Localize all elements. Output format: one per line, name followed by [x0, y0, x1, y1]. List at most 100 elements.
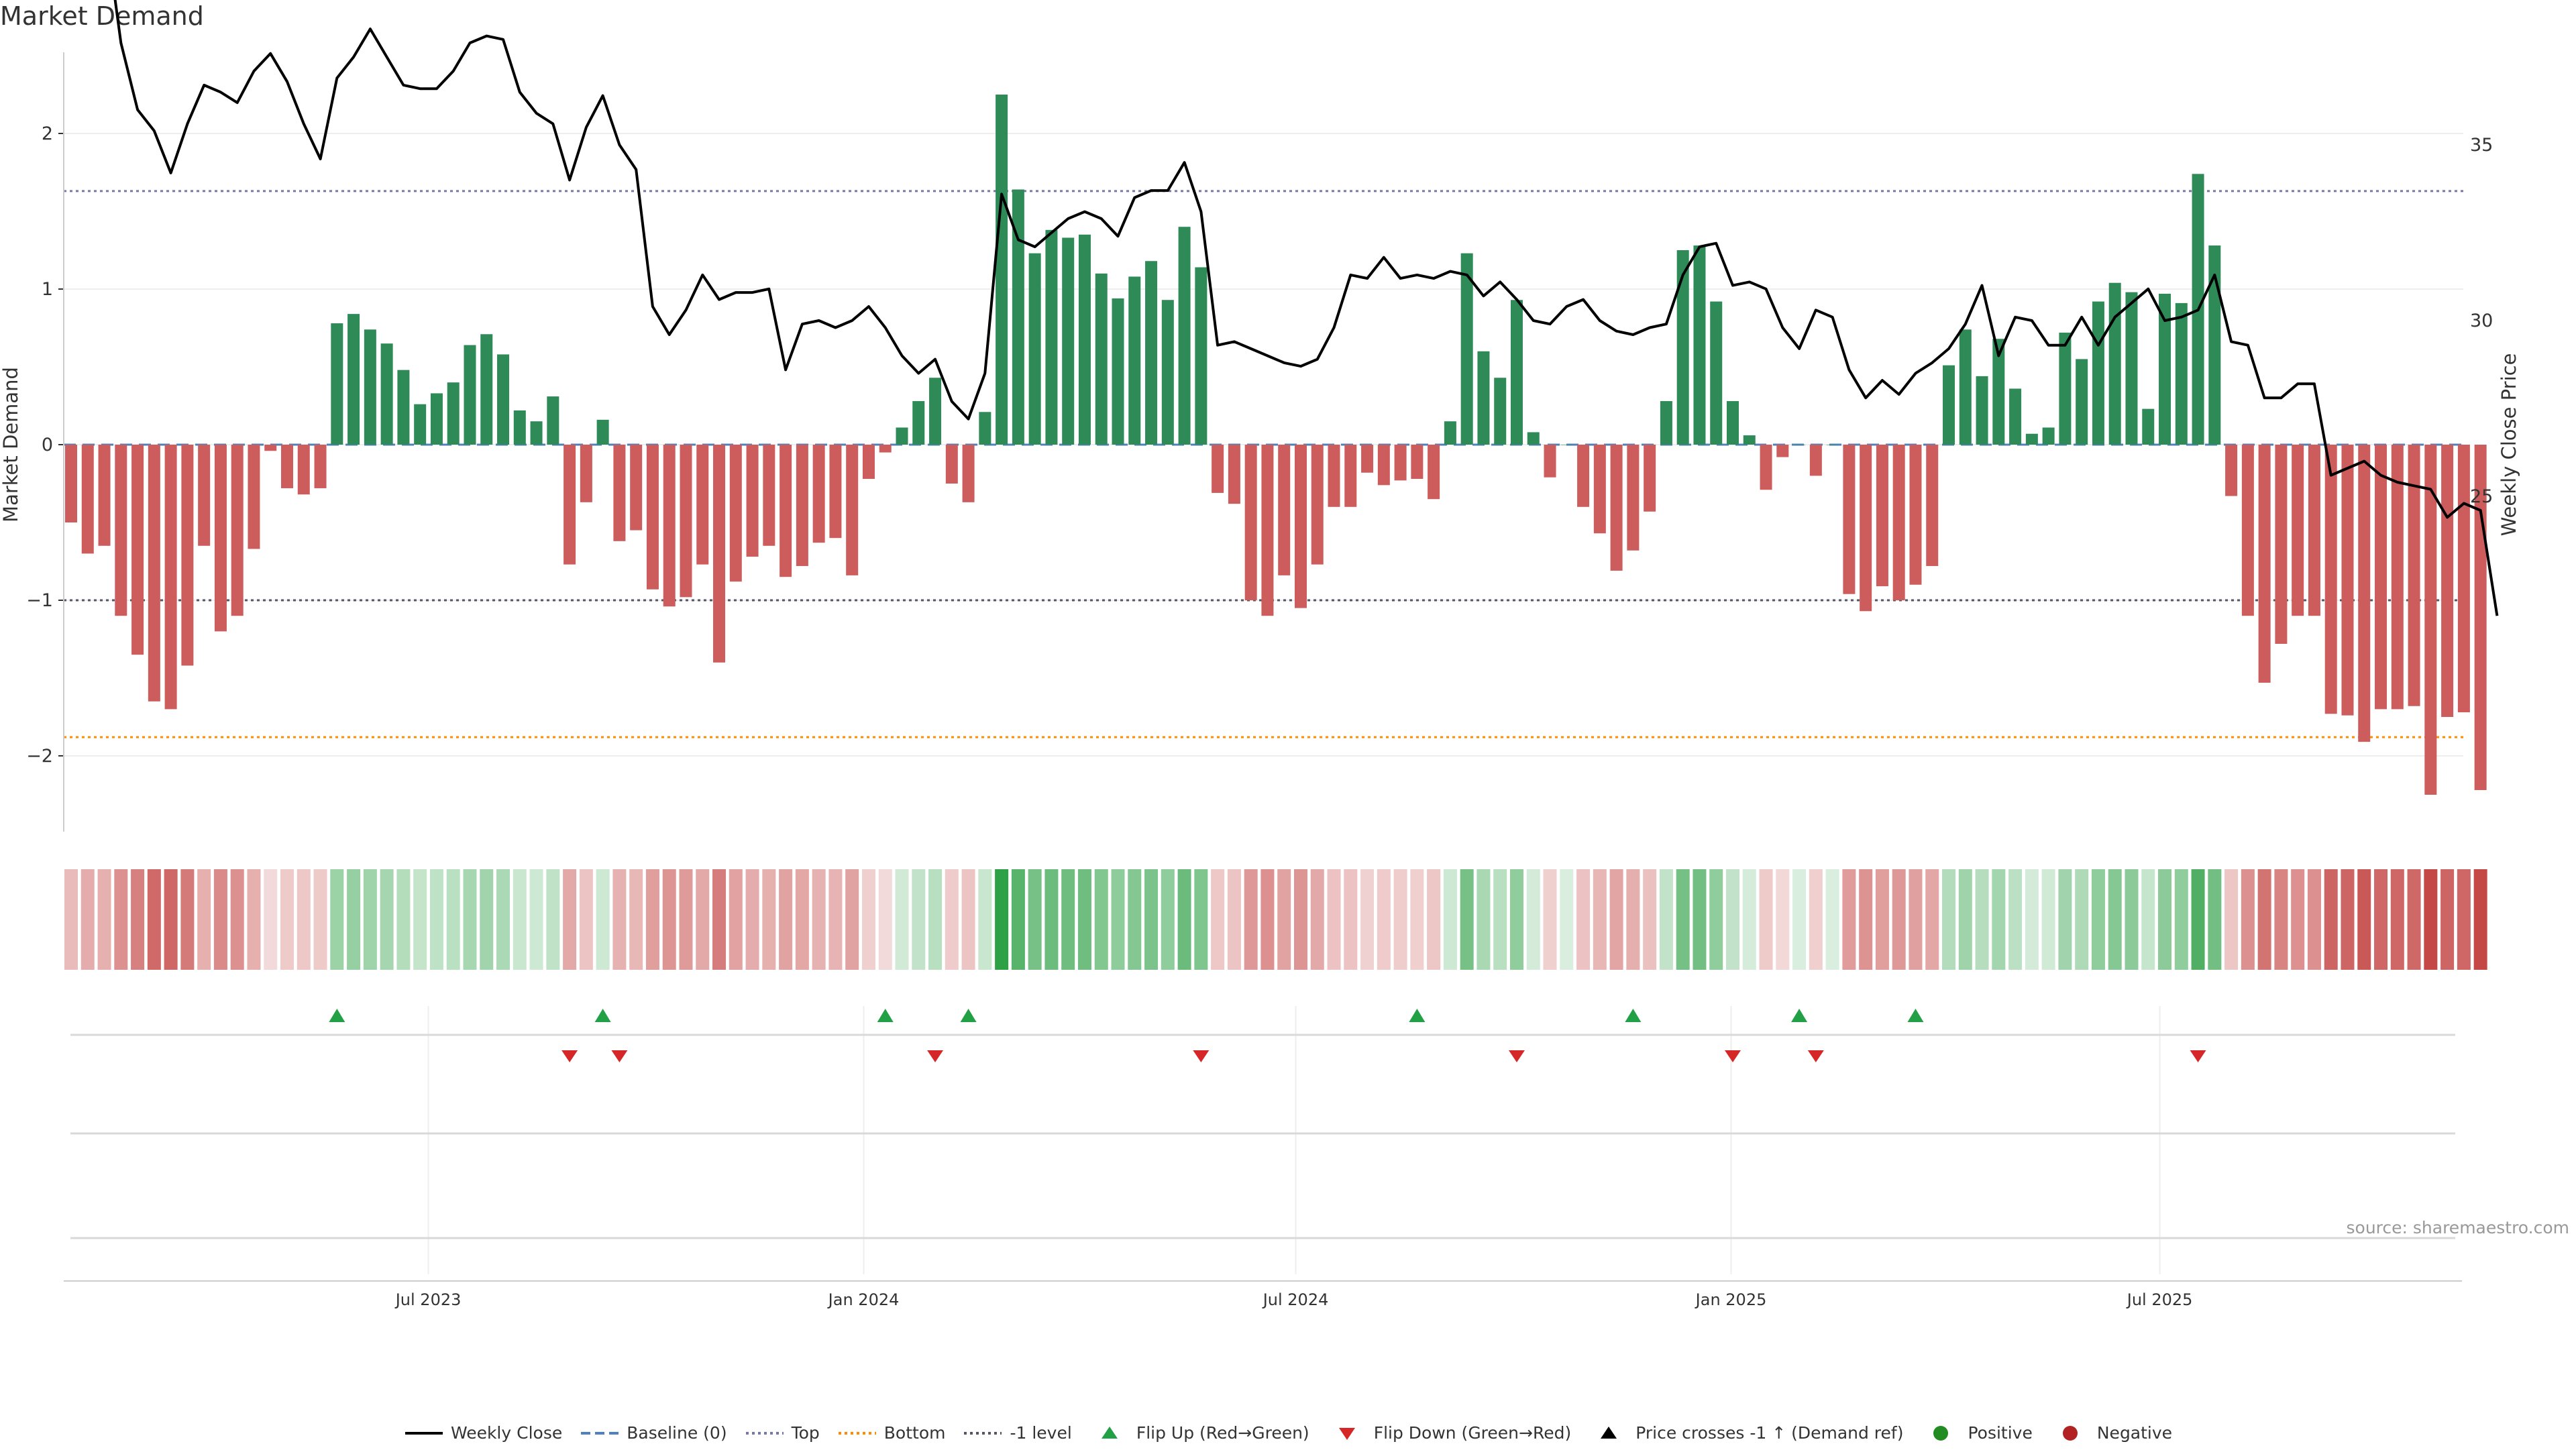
heat-cell: [1759, 869, 1773, 970]
legend-item: Baseline (0): [580, 1423, 727, 1443]
demand-bar: [480, 334, 493, 445]
x-tick-label: Jan 2024: [827, 1290, 900, 1309]
chart-title: Market Demand: [0, 1, 204, 31]
legend-marker: [745, 1431, 784, 1435]
heat-cell: [2091, 869, 2105, 970]
heat-cell: [546, 869, 560, 970]
demand-bar: [2208, 245, 2221, 445]
legend-label: Price crosses -1 ↑ (Demand ref): [1635, 1423, 1904, 1443]
heat-cell: [861, 869, 875, 970]
legend-label: Flip Down (Green→Red): [1373, 1423, 1572, 1443]
heat-cell: [1044, 869, 1059, 970]
heat-cell: [2374, 869, 2388, 970]
heat-cell: [429, 869, 443, 970]
heat-cell: [1128, 869, 1142, 970]
flip-down-marker: [2190, 1050, 2206, 1062]
weekly-close-line: [113, 0, 2499, 616]
heat-cell: [2174, 869, 2188, 970]
demand-bar: [2441, 445, 2454, 717]
heat-cell: [2457, 869, 2471, 970]
demand-bar: [148, 445, 160, 702]
demand-bar: [812, 445, 825, 543]
heat-cell: [1094, 869, 1108, 970]
flip-down-marker: [927, 1050, 944, 1062]
heat-cell: [1543, 869, 1557, 970]
heat-cell: [762, 869, 776, 970]
heat-cell: [2291, 869, 2305, 970]
flip-up-marker: [594, 1009, 611, 1022]
heat-cell: [264, 869, 278, 970]
demand-bar: [497, 354, 510, 445]
demand-bar: [796, 445, 808, 566]
demand-bar: [1428, 445, 1440, 500]
y-axis-label: Market Demand: [0, 367, 22, 522]
flip-up-marker: [1625, 1009, 1642, 1022]
demand-bar: [862, 445, 875, 480]
heat-cell: [213, 869, 227, 970]
demand-bar: [1278, 445, 1291, 575]
demand-bar: [2175, 302, 2188, 445]
heat-cell: [745, 869, 759, 970]
heat-cell: [2141, 869, 2155, 970]
heat-cell: [496, 869, 511, 970]
heat-cell: [1211, 869, 1225, 970]
legend-marker: [581, 1431, 619, 1435]
legend-item: Negative: [2050, 1423, 2172, 1443]
heat-cell: [2058, 869, 2072, 970]
heat-cell: [1477, 869, 1491, 970]
demand-bar: [564, 445, 576, 565]
heat-cell: [645, 869, 659, 970]
heat-cell: [1809, 869, 1823, 970]
heat-cell: [596, 869, 610, 970]
heat-cell: [80, 869, 95, 970]
legend-marker: [1601, 1426, 1617, 1439]
demand-bar: [1710, 301, 1723, 445]
legend-item: Flip Up (Red→Green): [1089, 1423, 1309, 1443]
demand-bar: [1411, 445, 1424, 480]
demand-bar: [2358, 445, 2371, 742]
heat-cell: [2075, 869, 2089, 970]
demand-bar: [2341, 445, 2354, 716]
demand-bar: [231, 445, 244, 616]
legend-marker: [964, 1431, 1002, 1435]
demand-bar: [1926, 445, 1939, 566]
demand-bar: [2308, 445, 2320, 616]
heat-cell: [1643, 869, 1657, 970]
x-tick-label: Jan 2025: [1695, 1290, 1767, 1309]
demand-bar: [1477, 351, 1490, 445]
legend-label: -1 level: [1010, 1423, 1072, 1443]
heat-cell: [97, 869, 111, 970]
demand-bar: [1212, 445, 1224, 493]
demand-bar: [1494, 378, 1507, 445]
demand-bar: [680, 445, 692, 598]
heat-cell: [1909, 869, 1923, 970]
demand-bar: [1244, 445, 1257, 600]
heat-cell: [247, 869, 261, 970]
demand-bar: [713, 445, 726, 663]
demand-bar: [979, 412, 991, 445]
legend-label: Flip Up (Red→Green): [1136, 1423, 1309, 1443]
demand-bar: [414, 404, 427, 445]
heat-cell: [1842, 869, 1856, 970]
demand-bar: [65, 445, 77, 522]
heat-cell: [164, 869, 178, 970]
demand-bar: [1577, 445, 1590, 507]
heat-cell: [1676, 869, 1690, 970]
legend-label: Bottom: [883, 1423, 946, 1443]
demand-bar: [2408, 445, 2420, 706]
heat-cell: [2440, 869, 2455, 970]
demand-bar: [1377, 445, 1390, 486]
demand-bar: [729, 445, 742, 582]
demand-bar: [1045, 229, 1058, 445]
demand-bar: [663, 445, 676, 607]
demand-bar: [2076, 359, 2088, 445]
demand-bar: [1195, 267, 1208, 445]
demand-bar: [1062, 237, 1075, 445]
heat-cell: [1427, 869, 1441, 970]
heat-cell: [180, 869, 195, 970]
heat-cell: [629, 869, 643, 970]
demand-bar: [2108, 282, 2121, 445]
demand-bar: [131, 445, 144, 655]
legend-label: Positive: [1968, 1423, 2033, 1443]
demand-bar: [1743, 435, 1756, 445]
